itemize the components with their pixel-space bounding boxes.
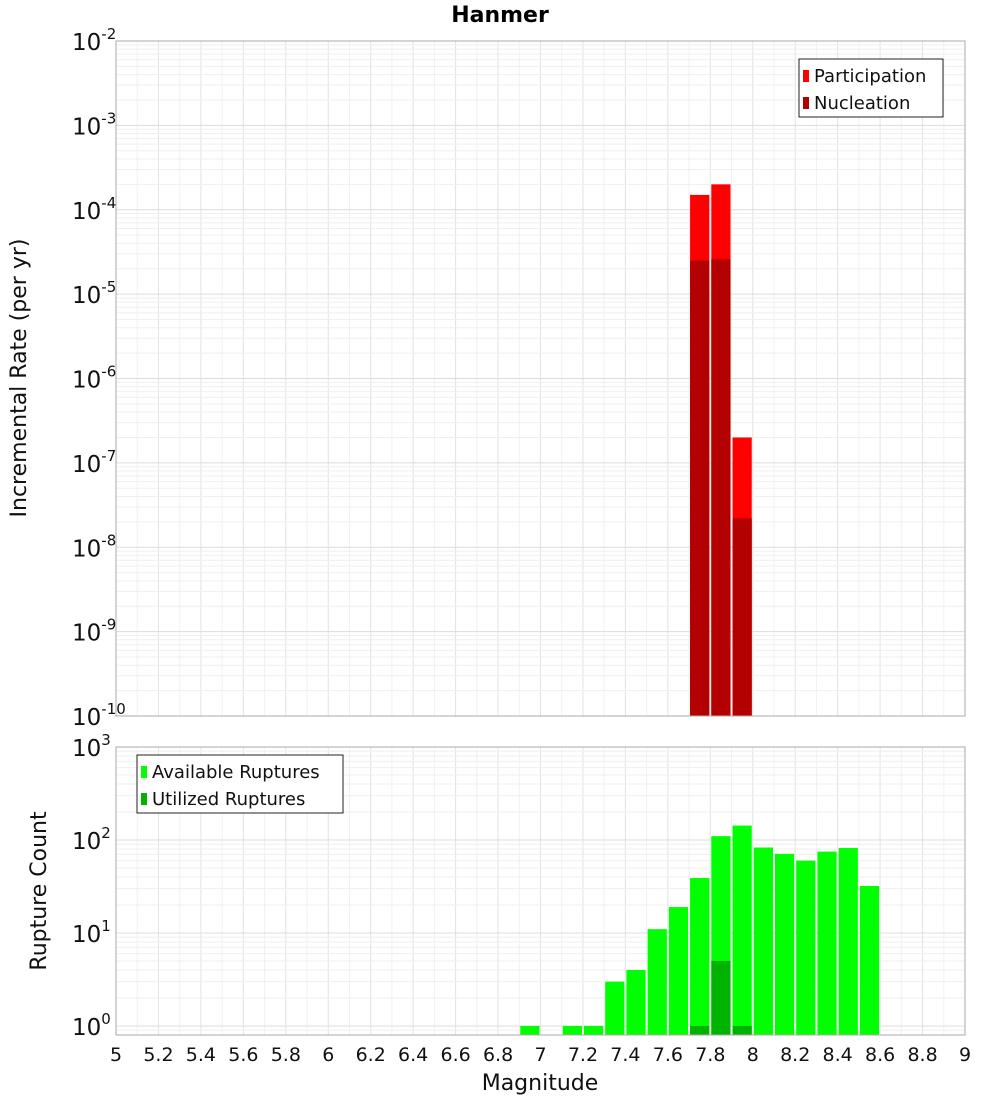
legend-swatch	[141, 766, 147, 778]
bar-available-ruptures	[605, 981, 625, 1035]
x-tick-label: 7.8	[695, 1044, 725, 1066]
top-grid	[115, 40, 966, 717]
bar-nucleation	[711, 259, 731, 716]
y-tick-label: 101	[72, 917, 111, 948]
top-bars	[690, 184, 752, 717]
legend-box	[798, 58, 944, 118]
bar-available-ruptures	[774, 853, 795, 1035]
bar-utilized-ruptures	[711, 960, 731, 1035]
x-tick-label: 6.8	[483, 1044, 513, 1066]
y-tick-label: 102	[72, 824, 111, 855]
x-axis-label: Magnitude	[482, 1071, 599, 1096]
top-y-axis-label: Incremental Rate (per yr)	[7, 239, 32, 518]
bar-available-ruptures	[562, 1025, 582, 1035]
y-tick-label: 10-3	[72, 109, 116, 140]
y-tick-label: 100	[72, 1010, 111, 1041]
legend-swatch	[141, 793, 147, 805]
bar-available-ruptures	[859, 886, 880, 1035]
bar-nucleation	[732, 518, 752, 716]
top-plot-border	[115, 40, 966, 717]
legend-swatch	[803, 70, 809, 82]
bottom-bars	[520, 825, 880, 1035]
bar-utilized-ruptures	[690, 1025, 710, 1035]
legend-box	[136, 754, 344, 814]
x-tick-labels: 5 5.2 5.4 5.6 5.8 6 6.2 6.4 6.6 6.8 7 7.2 7.4 7.6 7.8 8…	[110, 1044, 971, 1066]
x-tick-label: 5.2	[143, 1044, 173, 1066]
y-tick-label: 10-4	[72, 194, 116, 225]
legend-label: Participation	[814, 66, 926, 87]
x-tick-label: 5.8	[271, 1044, 301, 1066]
x-tick-label: 8.4	[823, 1044, 853, 1066]
legend-label: Available Ruptures	[152, 762, 320, 783]
x-tick-label: 8.2	[780, 1044, 810, 1066]
bar-utilized-ruptures	[732, 1025, 752, 1035]
y-tick-label: 103	[72, 731, 111, 762]
bar-available-ruptures	[520, 1025, 540, 1035]
bar-nucleation	[690, 260, 710, 716]
legend-swatch	[803, 97, 809, 109]
x-tick-label: 7.2	[568, 1044, 598, 1066]
bar-available-ruptures	[838, 848, 858, 1035]
bottom-legend: Available Ruptures Utilized Ruptures	[136, 754, 344, 814]
bar-available-ruptures	[732, 825, 752, 1035]
bottom-y-ticks: 103 102 101 100	[72, 731, 111, 1041]
y-tick-label: 10-2	[72, 25, 116, 56]
bar-available-ruptures	[668, 907, 689, 1035]
x-tick-label: 6.4	[398, 1044, 428, 1066]
x-tick-label: 5.4	[186, 1044, 216, 1066]
x-tick-label: 6	[322, 1044, 334, 1066]
y-tick-label: 10-8	[72, 531, 116, 562]
x-tick-label: 9	[959, 1044, 971, 1066]
y-tick-label: 10-7	[72, 447, 116, 478]
bar-available-ruptures	[796, 860, 816, 1035]
bottom-y-axis-label: Rupture Count	[27, 811, 52, 971]
y-tick-label: 10-9	[72, 616, 116, 647]
chart-title: Hanmer	[451, 3, 549, 28]
legend-label: Nucleation	[814, 93, 910, 114]
bar-available-ruptures	[690, 878, 710, 1035]
x-tick-label: 7.6	[653, 1044, 683, 1066]
legend-label: Utilized Ruptures	[152, 789, 305, 810]
x-tick-label: 6.6	[440, 1044, 470, 1066]
y-tick-label: 10-10	[72, 700, 126, 731]
y-tick-label: 10-5	[72, 278, 116, 309]
x-tick-label: 5.6	[228, 1044, 258, 1066]
x-tick-label: 8.8	[907, 1044, 937, 1066]
bar-available-ruptures	[583, 1025, 604, 1035]
top-legend: Participation Nucleation	[798, 58, 944, 118]
y-tick-label: 10-6	[72, 363, 116, 394]
top-y-ticks: 10-2 10-3 10-4 10-5 10-6 10-7 10-8 10-9 10-10	[72, 25, 126, 731]
bar-available-ruptures	[647, 929, 667, 1035]
bar-available-ruptures	[817, 851, 837, 1035]
bar-available-ruptures	[753, 847, 773, 1035]
x-tick-label: 7	[534, 1044, 546, 1066]
x-tick-label: 5	[110, 1044, 122, 1066]
x-tick-label: 6.2	[356, 1044, 386, 1066]
bar-available-ruptures	[626, 969, 646, 1035]
x-tick-label: 8	[747, 1044, 759, 1066]
bottom-plot-border	[115, 746, 966, 1036]
x-tick-label: 8.6	[865, 1044, 895, 1066]
x-tick-label: 7.4	[610, 1044, 640, 1066]
